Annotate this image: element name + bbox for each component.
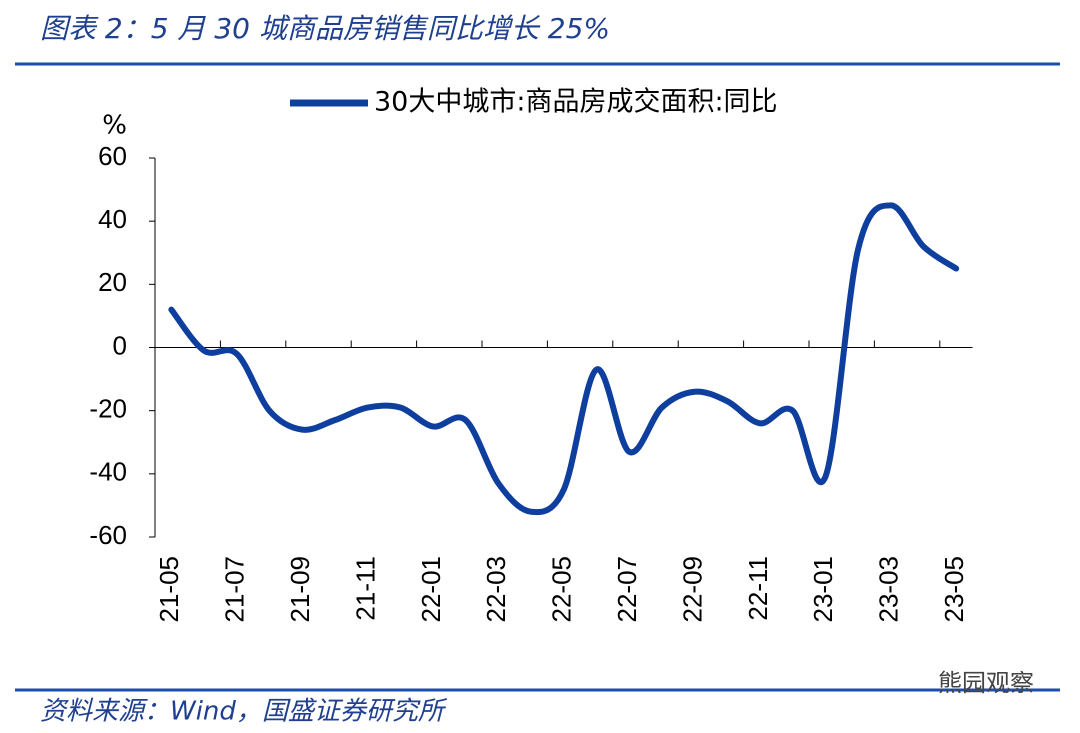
y-tick-label: -40 bbox=[89, 457, 127, 487]
x-tick-label: 21-11 bbox=[350, 556, 380, 621]
x-tick-label: 23-01 bbox=[808, 556, 838, 623]
y-tick-label: 60 bbox=[98, 141, 127, 171]
y-tick-label: -20 bbox=[89, 394, 127, 424]
x-tick-label: 21-05 bbox=[154, 556, 184, 623]
source-note: 资料来源：Wind，国盛证券研究所 bbox=[40, 697, 448, 727]
watermark: 熊园观察 bbox=[938, 669, 1034, 697]
x-tick-label: 22-01 bbox=[416, 556, 446, 623]
x-tick-label: 22-11 bbox=[743, 556, 773, 621]
x-tick-label: 23-03 bbox=[874, 556, 904, 623]
x-tick-label: 22-09 bbox=[677, 556, 707, 623]
x-tick-label: 21-07 bbox=[220, 556, 250, 623]
data-line bbox=[168, 202, 960, 516]
y-tick-label: -60 bbox=[89, 520, 127, 550]
x-tick-label: 22-07 bbox=[612, 556, 642, 623]
x-tick-label: 22-03 bbox=[481, 556, 511, 623]
legend-label: 30大中城市:商品房成交面积:同比 bbox=[374, 87, 778, 118]
x-tick-label: 21-09 bbox=[285, 556, 315, 623]
y-tick-label: 40 bbox=[98, 204, 127, 234]
y-unit: % bbox=[102, 111, 127, 141]
y-tick-label: 20 bbox=[98, 267, 127, 297]
y-tick-label: 0 bbox=[113, 330, 127, 360]
chart-title: 图表 2：5 月 30 城商品房销售同比增长 25% bbox=[40, 12, 610, 45]
x-tick-label: 22-05 bbox=[547, 556, 577, 623]
x-tick-label: 23-05 bbox=[939, 556, 969, 623]
